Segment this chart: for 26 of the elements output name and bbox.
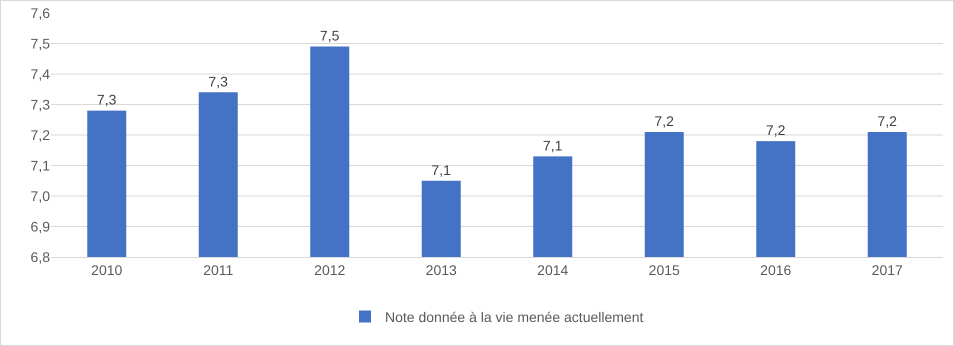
x-tick-label: 2013 xyxy=(426,262,458,278)
data-label: 7,5 xyxy=(320,28,340,44)
data-label: 7,2 xyxy=(766,122,786,138)
x-tick-label: 2015 xyxy=(648,262,680,278)
y-tick-label: 7,6 xyxy=(30,4,50,21)
y-tick-label: 7,1 xyxy=(30,157,50,174)
x-tick-label: 2011 xyxy=(203,262,234,278)
data-label: 7,1 xyxy=(542,137,563,154)
data-label: 7,3 xyxy=(208,73,228,90)
x-tick-label: 2012 xyxy=(314,262,346,278)
y-tick-label: 7,4 xyxy=(30,66,50,82)
legend-label: Note donnée à la vie menée actuellement xyxy=(385,308,644,325)
x-tick-label: 2016 xyxy=(760,262,792,278)
x-tick-label: 2017 xyxy=(872,262,904,278)
y-tick-label: 7,3 xyxy=(30,96,50,112)
data-label: 7,2 xyxy=(654,112,674,129)
y-tick-label: 7,0 xyxy=(30,188,50,204)
data-label: 7,2 xyxy=(877,112,898,129)
x-tick-label: 2010 xyxy=(91,262,123,278)
y-tick-label: 6,9 xyxy=(30,218,50,234)
data-label: 7,3 xyxy=(96,92,117,108)
y-tick-label: 7,5 xyxy=(30,35,50,52)
y-tick-label: 6,8 xyxy=(30,248,50,265)
x-tick-label: 2014 xyxy=(537,262,569,278)
data-label: 7,1 xyxy=(431,162,452,178)
y-tick-label: 7,2 xyxy=(30,126,50,143)
